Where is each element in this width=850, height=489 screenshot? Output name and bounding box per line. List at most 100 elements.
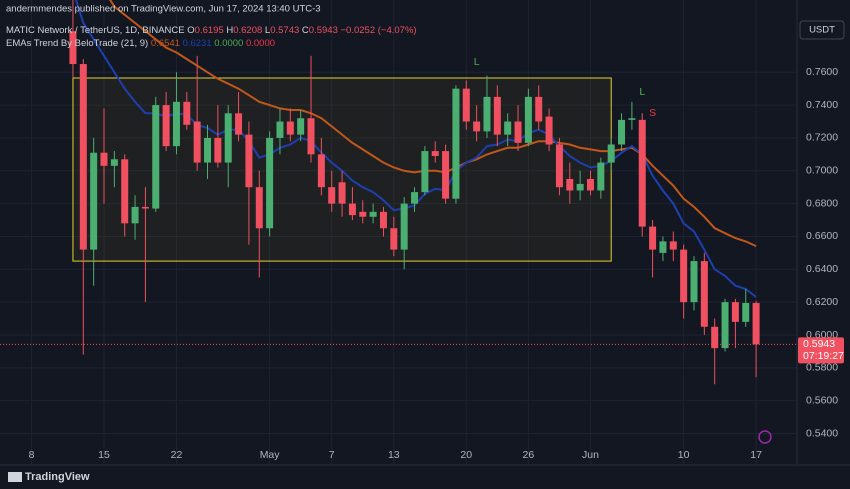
candle-body — [649, 226, 657, 250]
x-tick-label: 20 — [460, 449, 472, 461]
y-tick-label: 0.7600 — [806, 66, 838, 78]
candle-body — [742, 302, 750, 322]
candle-body — [214, 137, 222, 163]
candle-body — [669, 241, 677, 250]
x-tick-label: 13 — [388, 449, 400, 461]
candle-body — [462, 88, 470, 122]
candle-body — [172, 101, 180, 147]
candle-body — [421, 151, 429, 193]
x-tick-label: 7 — [329, 449, 335, 461]
price-tag-value: 0.5943 — [803, 338, 835, 350]
header-item: 0.5943 — [309, 25, 338, 36]
candle-body — [79, 64, 87, 250]
header-item: 0.6231 — [183, 38, 212, 49]
candle-body — [359, 211, 367, 217]
y-tick-label: 0.6800 — [806, 197, 838, 209]
candle-body — [483, 96, 491, 132]
x-tick-label: 10 — [678, 449, 690, 461]
candle-body — [317, 154, 325, 188]
signal-label: L — [474, 56, 480, 68]
candle-body — [224, 113, 232, 163]
candle-body — [379, 211, 387, 229]
candle-body — [504, 121, 512, 135]
candle-body — [576, 183, 584, 191]
candle-body — [700, 261, 708, 327]
candle-body — [183, 101, 191, 125]
header-item: 0.6541 — [151, 38, 180, 49]
x-tick-label: 15 — [98, 449, 110, 461]
candle-body — [442, 151, 450, 199]
x-tick-label: May — [260, 449, 281, 461]
signal-label: L — [639, 86, 645, 98]
candle-body — [659, 241, 667, 253]
candle-body — [297, 118, 305, 135]
candle-body — [162, 105, 170, 147]
candle-body — [586, 178, 594, 191]
candle-body — [307, 118, 315, 155]
candle-body — [473, 121, 481, 132]
y-tick-label: 0.7400 — [806, 99, 838, 111]
candle-body — [255, 187, 263, 229]
candle-body — [328, 187, 336, 204]
x-tick-label: 22 — [171, 449, 183, 461]
candle-body — [597, 162, 605, 191]
candle-body — [348, 203, 356, 216]
header-item: 0.6195 — [195, 25, 224, 36]
candle-body — [100, 152, 108, 166]
header-item: C — [302, 25, 309, 36]
header-item: EMAs Trend By BeloTrade (21, 9) — [6, 38, 148, 49]
candle-body — [69, 31, 77, 65]
candle-body — [452, 88, 460, 199]
candle-body — [721, 302, 729, 349]
candle-body — [628, 118, 636, 120]
brand: TradingView — [25, 471, 90, 483]
y-tick-label: 0.6600 — [806, 230, 838, 242]
x-tick-label: Jun — [582, 449, 599, 461]
candle-body — [110, 159, 118, 166]
candle-body — [204, 137, 212, 163]
header-item: 0.0000 — [214, 38, 243, 49]
candle-body — [618, 119, 626, 145]
candle-body — [566, 178, 574, 191]
candle-body — [431, 151, 439, 156]
signal-label: S — [649, 107, 656, 119]
candle-body — [535, 96, 543, 122]
y-tick-label: 0.7000 — [806, 165, 838, 177]
candle-body — [545, 116, 553, 145]
y-tick-label: 0.6200 — [806, 296, 838, 308]
header-item: L — [265, 25, 270, 36]
candle-body — [411, 192, 419, 204]
x-tick-label: 26 — [523, 449, 535, 461]
candle-body — [141, 206, 149, 209]
candle-body — [390, 228, 398, 250]
candle-body — [235, 113, 243, 135]
y-tick-label: 0.5600 — [806, 394, 838, 406]
candle-body — [276, 121, 284, 138]
candle-body — [711, 326, 719, 349]
candle-body — [131, 206, 139, 224]
header-item: H — [226, 25, 233, 36]
header-item: 0.0000 — [246, 38, 275, 49]
logo — [8, 472, 22, 482]
candle-body — [555, 144, 563, 188]
candle-body — [690, 261, 698, 303]
indicator: EMAs Trend By BeloTrade (21, 9) 0.6541 0… — [6, 38, 275, 49]
candle-body — [514, 121, 522, 143]
y-tick-label: 0.7200 — [806, 132, 838, 144]
plot: LLS — [0, 0, 797, 385]
candle-body — [90, 152, 98, 250]
candle-body — [607, 144, 615, 163]
alert-icon[interactable] — [758, 430, 772, 444]
y-tick-label: 0.5400 — [806, 427, 838, 439]
publisher: andermmendes published on TradingView.co… — [6, 4, 321, 15]
candle-body — [193, 121, 201, 163]
header-item: 0.5743 — [270, 25, 299, 36]
header-item: 0.6208 — [233, 25, 262, 36]
price-tag — [798, 337, 844, 364]
currency-box[interactable] — [799, 20, 845, 40]
header-item: O — [187, 25, 194, 36]
candle-body — [152, 105, 160, 209]
candle-body — [731, 302, 739, 322]
grid — [0, 0, 797, 465]
